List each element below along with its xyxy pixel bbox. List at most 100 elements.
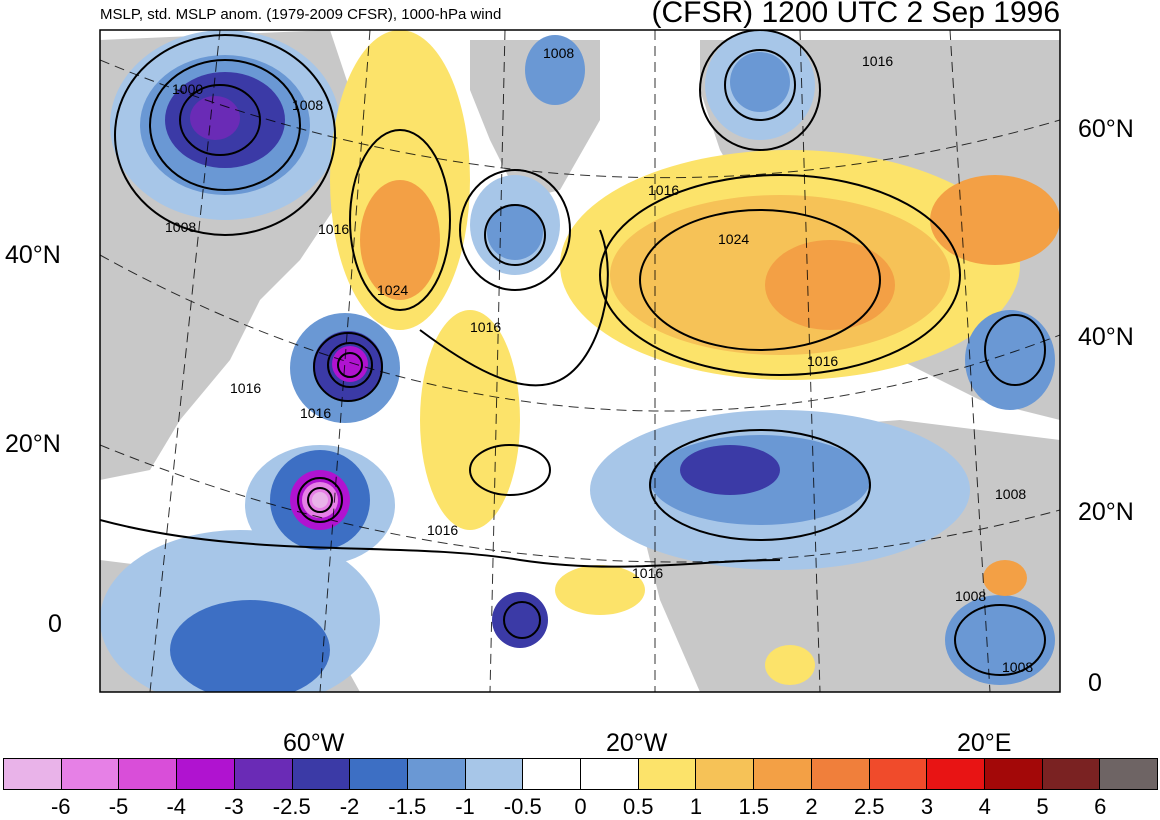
isobar-europe-1 <box>639 209 881 351</box>
anomaly-low-eastafrica <box>945 595 1055 685</box>
colorbar-label: -0.5 <box>503 794 542 819</box>
isobar-hurricane-north-3 <box>313 332 383 402</box>
isobar-eastatlantic <box>649 429 871 541</box>
left-label-40n: 40°N <box>5 241 61 269</box>
anomaly-high-eastafrica <box>983 560 1027 596</box>
isobar-label: 1008 <box>995 486 1026 502</box>
colorbar-label: -4 <box>166 794 187 819</box>
isobar-labrador-3 <box>114 34 336 236</box>
colorbar-label: -1.5 <box>388 794 427 819</box>
anomaly-high-midatlantic <box>420 310 520 530</box>
colorbar-swatch <box>4 759 62 789</box>
isobar-label-layer: 1000 1008 1008 1008 1016 1024 1016 1016 … <box>165 45 1033 675</box>
colorbar-swatch <box>927 759 985 789</box>
isobar-label: 1016 <box>230 380 261 396</box>
colorbar-labels: -6 -5 -4 -3 -2.5 -2 -1.5 -1 -0.5 0 0.5 1 1.5 2 2.5 3 4 5 6 <box>0 794 1160 819</box>
colorbar-swatch <box>754 759 812 789</box>
colorbar-label: -6 <box>50 794 71 819</box>
anomaly-low-hurricane-south-core <box>312 492 328 508</box>
right-label-0: 0 <box>1088 669 1102 697</box>
isobar-greenland-2 <box>459 169 571 291</box>
isobar-label: 1024 <box>718 231 749 247</box>
parallel-20n <box>100 444 1060 563</box>
colorbar-label: -2 <box>339 794 360 819</box>
parallel-60n <box>100 59 1060 179</box>
isobar-labrador-2 <box>149 59 301 191</box>
isobar-greenland-1 <box>484 204 546 266</box>
isobar-label: 1008 <box>165 219 196 235</box>
isobar-label: 1008 <box>292 97 323 113</box>
colorbar-label: -2.5 <box>272 794 311 819</box>
isobar-label: 1016 <box>632 565 663 581</box>
isobar-europe-2 <box>599 174 961 376</box>
right-label-20n: 20°N <box>1078 498 1134 526</box>
meridian-0 <box>799 30 821 692</box>
colorbar-swatch <box>581 759 639 789</box>
isobar-eastafrica <box>954 604 1046 676</box>
meridian-60w <box>319 30 371 692</box>
isobar-hurricane-south-1 <box>307 487 333 513</box>
isobar-hurricane-south-2 <box>297 477 343 523</box>
colorbar-label: 1 <box>689 794 703 819</box>
isobar-north-1016 <box>419 229 609 387</box>
colorbar-label: -3 <box>224 794 244 819</box>
colorbar-swatch <box>465 759 524 789</box>
isobar-label: 1008 <box>543 45 574 61</box>
map-frame <box>99 29 1061 693</box>
colorbar-swatch <box>350 759 408 789</box>
anomaly-low-caribbean-inner <box>170 600 330 692</box>
isobar-label: 1016 <box>862 53 893 69</box>
left-label-20n: 20°N <box>5 430 61 458</box>
colorbar-label: -5 <box>108 794 129 819</box>
colorbar-label: 2 <box>805 794 818 819</box>
anomaly-low-norway-inner <box>730 52 790 112</box>
isobar-contours <box>100 30 1046 676</box>
anomaly-high-westafrica <box>765 645 815 685</box>
isobar-norway-2 <box>699 30 821 151</box>
isobar-label: 1016 <box>300 405 331 421</box>
chart-title-right: (CFSR) 1200 UTC 2 Sep 1996 <box>651 0 1060 29</box>
colorbar-label: 1.5 <box>738 794 770 819</box>
colorbar-label: 2.5 <box>853 794 885 819</box>
colorbar-swatch <box>292 759 351 789</box>
isobar-label: 1008 <box>1002 659 1033 675</box>
anomaly-high-equatorial <box>555 565 645 615</box>
meridian-20e <box>949 30 991 692</box>
chart-title-left: MSLP, std. MSLP anom. (1979-2009 CFSR), … <box>100 6 502 23</box>
colorbar-label: 0 <box>574 794 587 819</box>
isobar-label: 1008 <box>955 588 986 604</box>
colorbar-label: 5 <box>1036 794 1049 819</box>
colorbar-swatch <box>811 759 870 789</box>
colorbar-label: 3 <box>920 794 934 819</box>
colorbar-swatch <box>234 759 293 789</box>
colorbar-swatch <box>696 759 755 789</box>
colorbar-swatch <box>1100 759 1158 789</box>
isobar-hurricane-north-1 <box>337 352 363 378</box>
isobar-norway-1 <box>724 49 796 121</box>
right-label-60n: 60°N <box>1078 115 1134 143</box>
colorbar-swatch <box>407 759 466 789</box>
isobar-subtropical-1016 <box>100 519 781 568</box>
colorbar-swatch <box>1042 759 1101 789</box>
colorbar <box>3 758 1158 790</box>
isobar-med <box>984 314 1046 386</box>
isobar-labradorsea-1 <box>349 129 451 311</box>
isobar-label: 1024 <box>377 282 408 298</box>
isobar-label: 1016 <box>427 522 458 538</box>
anomaly-low-greenland-inner <box>487 204 543 260</box>
anomaly-low-eastatlantic-inner <box>680 445 780 495</box>
isobar-label: 1016 <box>648 182 679 198</box>
anomaly-high-labradorsea-inner <box>360 180 440 300</box>
anomaly-low-med <box>965 310 1055 410</box>
anomaly-high-europe-inner <box>765 240 895 330</box>
colorbar-label: 4 <box>978 794 991 819</box>
anomaly-low-labrador-core <box>190 96 240 140</box>
parallel-40n <box>100 254 1060 412</box>
anomaly-shading <box>100 30 1060 692</box>
isobar-label: 1016 <box>807 353 838 369</box>
grid-lines <box>100 30 1060 692</box>
isobar-labrador-1 <box>179 84 261 156</box>
right-label-40n: 40°N <box>1078 323 1134 351</box>
bottom-label-20w: 20°W <box>606 729 668 757</box>
isobar-equatorial <box>503 601 541 639</box>
